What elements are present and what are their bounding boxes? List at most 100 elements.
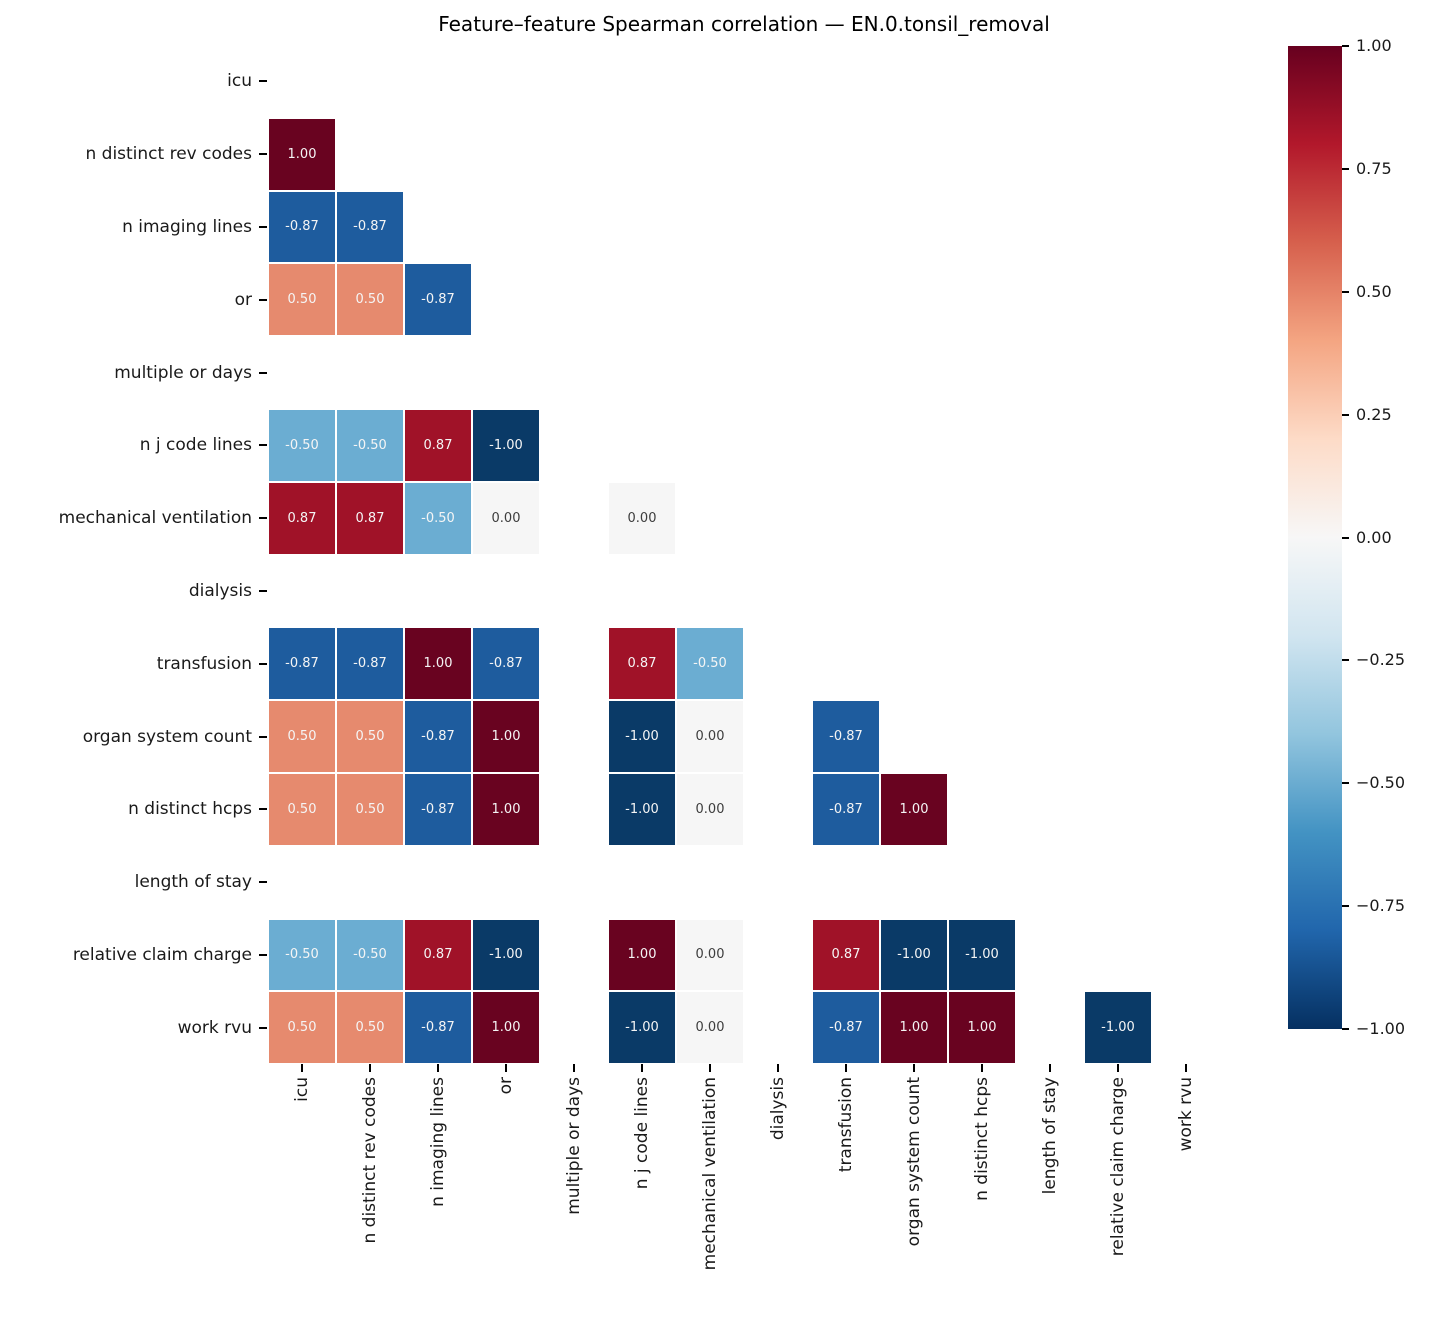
x-tick-mark	[981, 1064, 983, 1073]
heatmap-cell: -1.00	[608, 700, 676, 773]
heatmap-cell: 0.87	[404, 409, 472, 482]
heatmap-cell: -0.87	[472, 627, 540, 701]
y-tick-label: multiple or days	[114, 362, 252, 383]
heatmap-cell: 1.00	[472, 700, 540, 773]
x-tick-mark	[709, 1064, 711, 1073]
colorbar-tick-label: 0.75	[1356, 158, 1392, 178]
y-tick-label: icu	[227, 71, 252, 92]
heatmap-cell: 0.50	[336, 700, 404, 773]
x-tick-label: relative claim charge	[1108, 1077, 1128, 1257]
colorbar-tick-mark	[1342, 905, 1349, 908]
y-tick-label: relative claim charge	[72, 945, 252, 965]
heatmap-cell: 0.50	[336, 263, 404, 337]
heatmap-cell: 1.00	[404, 627, 472, 701]
heatmap-cell: -1.00	[948, 918, 1016, 992]
y-tick-label: n distinct hcps	[128, 799, 252, 820]
heatmap-cell: 0.50	[268, 773, 336, 846]
colorbar-tick-label: 0.00	[1356, 527, 1392, 547]
heatmap-cell: 0.50	[268, 263, 336, 337]
heatmap-cell: 0.87	[812, 918, 880, 992]
heatmap-cell: 1.00	[268, 117, 336, 191]
heatmap-cell: 0.87	[608, 627, 676, 701]
heatmap-cell: -0.87	[404, 991, 472, 1065]
heatmap-cell: 0.50	[268, 700, 336, 773]
x-tick-mark	[369, 1064, 371, 1073]
y-tick-mark	[259, 80, 267, 83]
y-tick-mark	[259, 1026, 267, 1029]
y-tick-mark	[259, 954, 267, 956]
heatmap-cell: 0.00	[676, 700, 744, 773]
heatmap-cell: 0.87	[336, 481, 404, 555]
colorbar-tick-label: 0.50	[1356, 281, 1392, 301]
y-tick-label: dialysis	[188, 581, 252, 601]
y-tick-label: n distinct rev codes	[85, 144, 252, 165]
colorbar-tick-mark	[1342, 782, 1349, 785]
heatmap-cell: 0.00	[676, 991, 744, 1065]
heatmap-cell: -0.87	[336, 627, 404, 701]
colorbar-tick-mark	[1342, 659, 1349, 662]
heatmap-cell: -0.50	[336, 918, 404, 992]
x-tick-mark	[1049, 1064, 1051, 1073]
x-tick-label: or	[496, 1077, 516, 1095]
x-tick-mark	[1185, 1064, 1187, 1073]
heatmap-cell: 1.00	[880, 991, 948, 1065]
y-tick-label: n j code lines	[139, 435, 252, 456]
colorbar-tick-label: −0.25	[1356, 650, 1406, 670]
x-tick-mark	[437, 1064, 439, 1073]
colorbar-tick-mark	[1342, 45, 1349, 47]
heatmap-cell: 0.00	[676, 773, 744, 846]
x-tick-label: multiple or days	[564, 1077, 584, 1215]
heatmap-cell: -0.87	[404, 773, 472, 846]
heatmap-cell: 0.50	[336, 773, 404, 846]
x-tick-label: icu	[292, 1077, 312, 1103]
y-tick-label: mechanical ventilation	[58, 508, 252, 529]
heatmap-cell: -0.87	[268, 627, 336, 701]
y-tick-mark	[259, 590, 267, 592]
y-tick-label: organ system count	[82, 726, 252, 747]
y-tick-label: work rvu	[177, 1017, 252, 1038]
heatmap-cell: -1.00	[608, 773, 676, 846]
y-tick-label: transfusion	[156, 653, 252, 674]
y-tick-mark	[259, 517, 267, 520]
heatmap-cell: -0.87	[336, 190, 404, 264]
heatmap-cell: 1.00	[472, 773, 540, 846]
x-tick-mark	[913, 1064, 915, 1073]
heatmap-cell: -0.87	[812, 773, 880, 846]
heatmap-cell: 0.87	[268, 481, 336, 555]
heatmap-cell: -0.87	[404, 700, 472, 773]
colorbar-gradient	[1288, 46, 1342, 1029]
heatmap-cell: -1.00	[880, 918, 948, 992]
y-tick-mark	[259, 808, 267, 811]
colorbar-tick-label: 0.25	[1356, 404, 1392, 424]
x-tick-label: length of stay	[1040, 1077, 1060, 1195]
heatmap-cell: -1.00	[608, 991, 676, 1065]
heatmap-cell: -1.00	[472, 918, 540, 992]
colorbar-tick-mark	[1342, 167, 1349, 170]
heatmap-cell: 0.50	[336, 991, 404, 1065]
heatmap-cell: 1.00	[608, 918, 676, 992]
x-tick-label: n j code lines	[632, 1077, 652, 1190]
colorbar-tick-label: −1.00	[1356, 1019, 1406, 1038]
x-tick-mark	[777, 1064, 779, 1073]
y-tick-label: length of stay	[134, 872, 252, 893]
heatmap-cell: -1.00	[1084, 991, 1152, 1065]
heatmap-cell: -0.50	[268, 409, 336, 482]
heatmap-cell: -0.87	[404, 263, 472, 337]
x-tick-label: n imaging lines	[428, 1077, 448, 1208]
heatmap-cell: 1.00	[472, 991, 540, 1065]
heatmap-cell: -0.87	[812, 700, 880, 773]
y-tick-mark	[259, 226, 267, 228]
y-tick-mark	[259, 371, 267, 374]
colorbar-tick-mark	[1342, 413, 1349, 416]
heatmap-cell: 0.00	[676, 918, 744, 992]
x-tick-label: mechanical ventilation	[700, 1077, 720, 1271]
y-tick-mark	[259, 444, 267, 447]
x-tick-label: organ system count	[904, 1077, 924, 1247]
x-tick-mark	[573, 1064, 575, 1073]
heatmap-cell: 0.87	[404, 918, 472, 992]
heatmap-cell: 1.00	[880, 773, 948, 846]
y-tick-label: or	[234, 289, 252, 310]
heatmap-cell: 0.50	[268, 991, 336, 1065]
colorbar-tick-mark	[1342, 290, 1349, 293]
